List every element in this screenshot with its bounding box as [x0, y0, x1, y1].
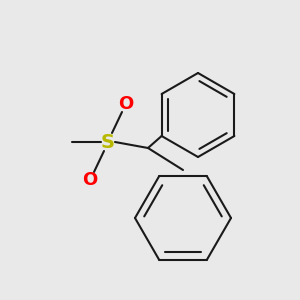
Text: O: O: [118, 95, 134, 113]
Text: S: S: [101, 133, 115, 152]
Text: O: O: [82, 171, 98, 189]
